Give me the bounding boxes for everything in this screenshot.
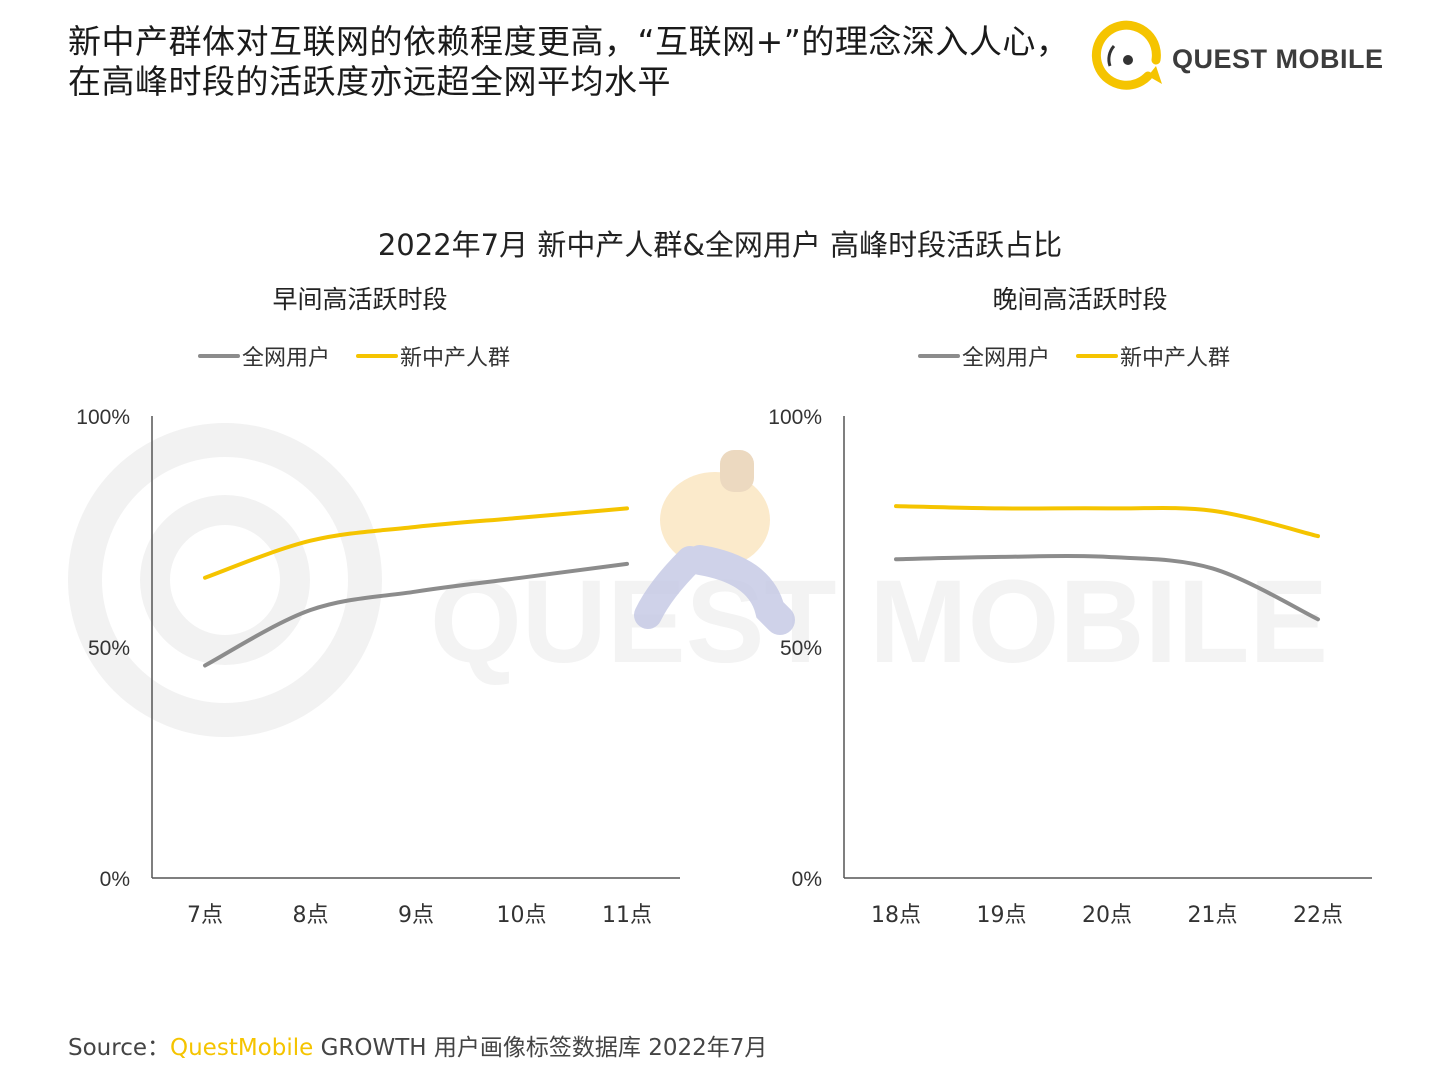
legend-item-new-middle-class: 新中产人群 (1076, 340, 1230, 372)
x-tick-label: 9点 (398, 903, 434, 928)
x-tick-label: 22点 (1293, 903, 1343, 928)
x-tick-label: 8点 (293, 903, 329, 928)
morning-chart-title: 早间高活跃时段 (272, 285, 448, 314)
legend-label: 新中产人群 (1120, 346, 1231, 371)
watermark-text: QUEST MOBILE (430, 556, 1328, 688)
legend-item-all-users: 全网用户 (198, 340, 330, 372)
evening-legend: 全网用户 新中产人群 (918, 340, 1256, 372)
headline: 新中产群体对互联网的依赖程度更高，“互联网+”的理念深入人心， 在高峰时段的活跃… (68, 22, 1108, 102)
legend-swatch-gray (198, 354, 240, 358)
legend-swatch-yellow (356, 354, 399, 358)
y-tick-label: 0% (100, 868, 130, 891)
evening-chart-title: 晚间高活跃时段 (992, 285, 1168, 314)
x-tick-label: 10点 (497, 903, 547, 928)
source-prefix: Source： (68, 1035, 170, 1061)
y-tick-label: 100% (768, 406, 822, 429)
x-tick-label: 7点 (187, 903, 223, 928)
morning-legend: 全网用户 新中产人群 (198, 340, 536, 372)
y-tick-label: 50% (780, 637, 822, 660)
series-line-all-users (203, 561, 629, 668)
headline-line-2: 在高峰时段的活跃度亦远超全网平均水平 (68, 62, 671, 101)
x-tick-label: 11点 (602, 903, 652, 928)
headline-line-1: 新中产群体对互联网的依赖程度更高，“互联网+”的理念深入人心， (68, 22, 1070, 61)
y-tick-label: 0% (792, 868, 822, 891)
x-tick-label: 20点 (1082, 903, 1132, 928)
legend-label: 全网用户 (242, 346, 331, 371)
brand-logo: QUEST MOBILE (1090, 18, 1390, 98)
legend-item-new-middle-class: 新中产人群 (356, 340, 510, 372)
source-brand: QuestMobile (170, 1035, 314, 1061)
legend-label: 新中产人群 (400, 346, 511, 371)
source-note: Source：QuestMobile GROWTH 用户画像标签数据库 2022… (68, 1028, 767, 1062)
x-tick-label: 21点 (1188, 903, 1238, 928)
legend-item-all-users: 全网用户 (918, 340, 1050, 372)
x-tick-label: 18点 (871, 903, 921, 928)
series-line-new-middle-class (894, 504, 1320, 539)
y-tick-label: 50% (88, 637, 130, 660)
source-rest: GROWTH 用户画像标签数据库 2022年7月 (313, 1035, 768, 1061)
series-line-new-middle-class (203, 506, 629, 580)
y-tick-label: 100% (76, 406, 130, 429)
brand-logo-icon (1091, 20, 1162, 90)
brand-name: QUEST MOBILE (1172, 44, 1384, 74)
legend-swatch-yellow (1076, 354, 1119, 358)
chart-title: 2022年7月 新中产人群&全网用户 高峰时段活跃占比 (377, 228, 1063, 262)
series-line-all-users (894, 553, 1320, 622)
legend-swatch-gray (918, 354, 960, 358)
legend-label: 全网用户 (962, 346, 1051, 371)
x-tick-label: 19点 (977, 903, 1027, 928)
